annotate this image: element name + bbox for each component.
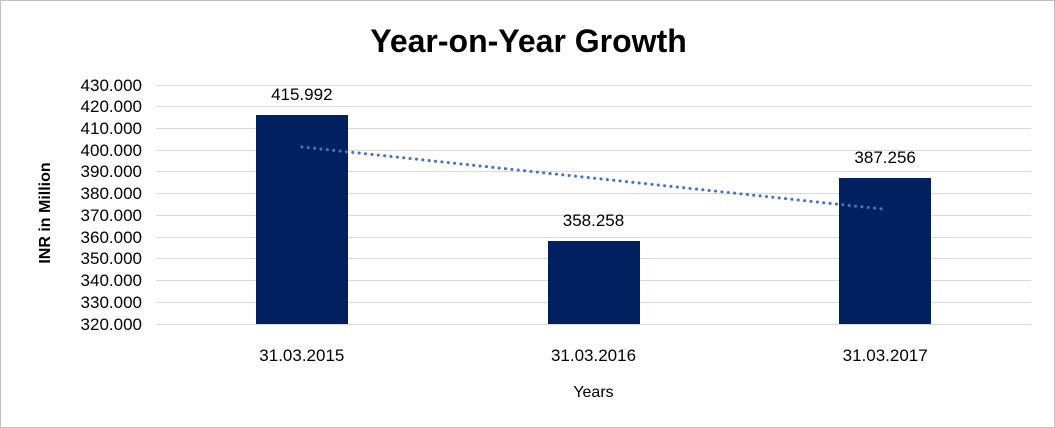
bar-value-label: 387.256 (854, 147, 916, 167)
y-tick-label: 360.000 (80, 227, 142, 247)
gridline (156, 127, 1031, 129)
gridline (156, 193, 1031, 195)
bar-31.03.2016 (547, 240, 640, 324)
x-axis-title: Years (573, 384, 614, 401)
bar-31.03.2017 (839, 177, 932, 324)
y-tick-label: 340.000 (80, 271, 142, 291)
x-tick-label: 31.03.2016 (550, 346, 637, 365)
gridline (156, 236, 1031, 238)
gridline (156, 323, 1031, 325)
y-tick-label: 420.000 (80, 97, 142, 117)
gridline (156, 149, 1031, 151)
chart-title: Year-on-Year Growth (370, 23, 687, 59)
bar-value-label: 415.992 (271, 85, 333, 105)
x-tick-label: 31.03.2015 (259, 346, 345, 365)
y-tick-label: 390.000 (80, 162, 142, 182)
y-tick-label: 320.000 (80, 314, 142, 334)
trendline (300, 145, 887, 211)
x-axis-tick-labels: 31.03.2015 31.03.2016 31.03.2017 (156, 346, 1031, 366)
y-tick-label: 430.000 (80, 75, 142, 95)
y-tick-label: 370.000 (80, 205, 142, 225)
gridline (156, 84, 1031, 86)
plot-area: 415.992 358.258 387.256 (156, 84, 1031, 325)
y-axis-tick-labels: 430.000 420.000 410.000 400.000 390.000 380.0… (1, 76, 142, 334)
y-tick-label: 410.000 (80, 118, 142, 138)
bar-value-label: 358.258 (562, 210, 625, 230)
y-tick-label: 350.000 (80, 249, 142, 269)
x-tick-label: 31.03.2017 (842, 346, 928, 365)
y-tick-label: 330.000 (80, 292, 142, 312)
gridline (156, 214, 1031, 216)
gridline (156, 171, 1031, 173)
y-tick-label: 380.000 (80, 184, 142, 204)
y-tick-label: 400.000 (80, 140, 142, 160)
gridline (156, 106, 1031, 108)
